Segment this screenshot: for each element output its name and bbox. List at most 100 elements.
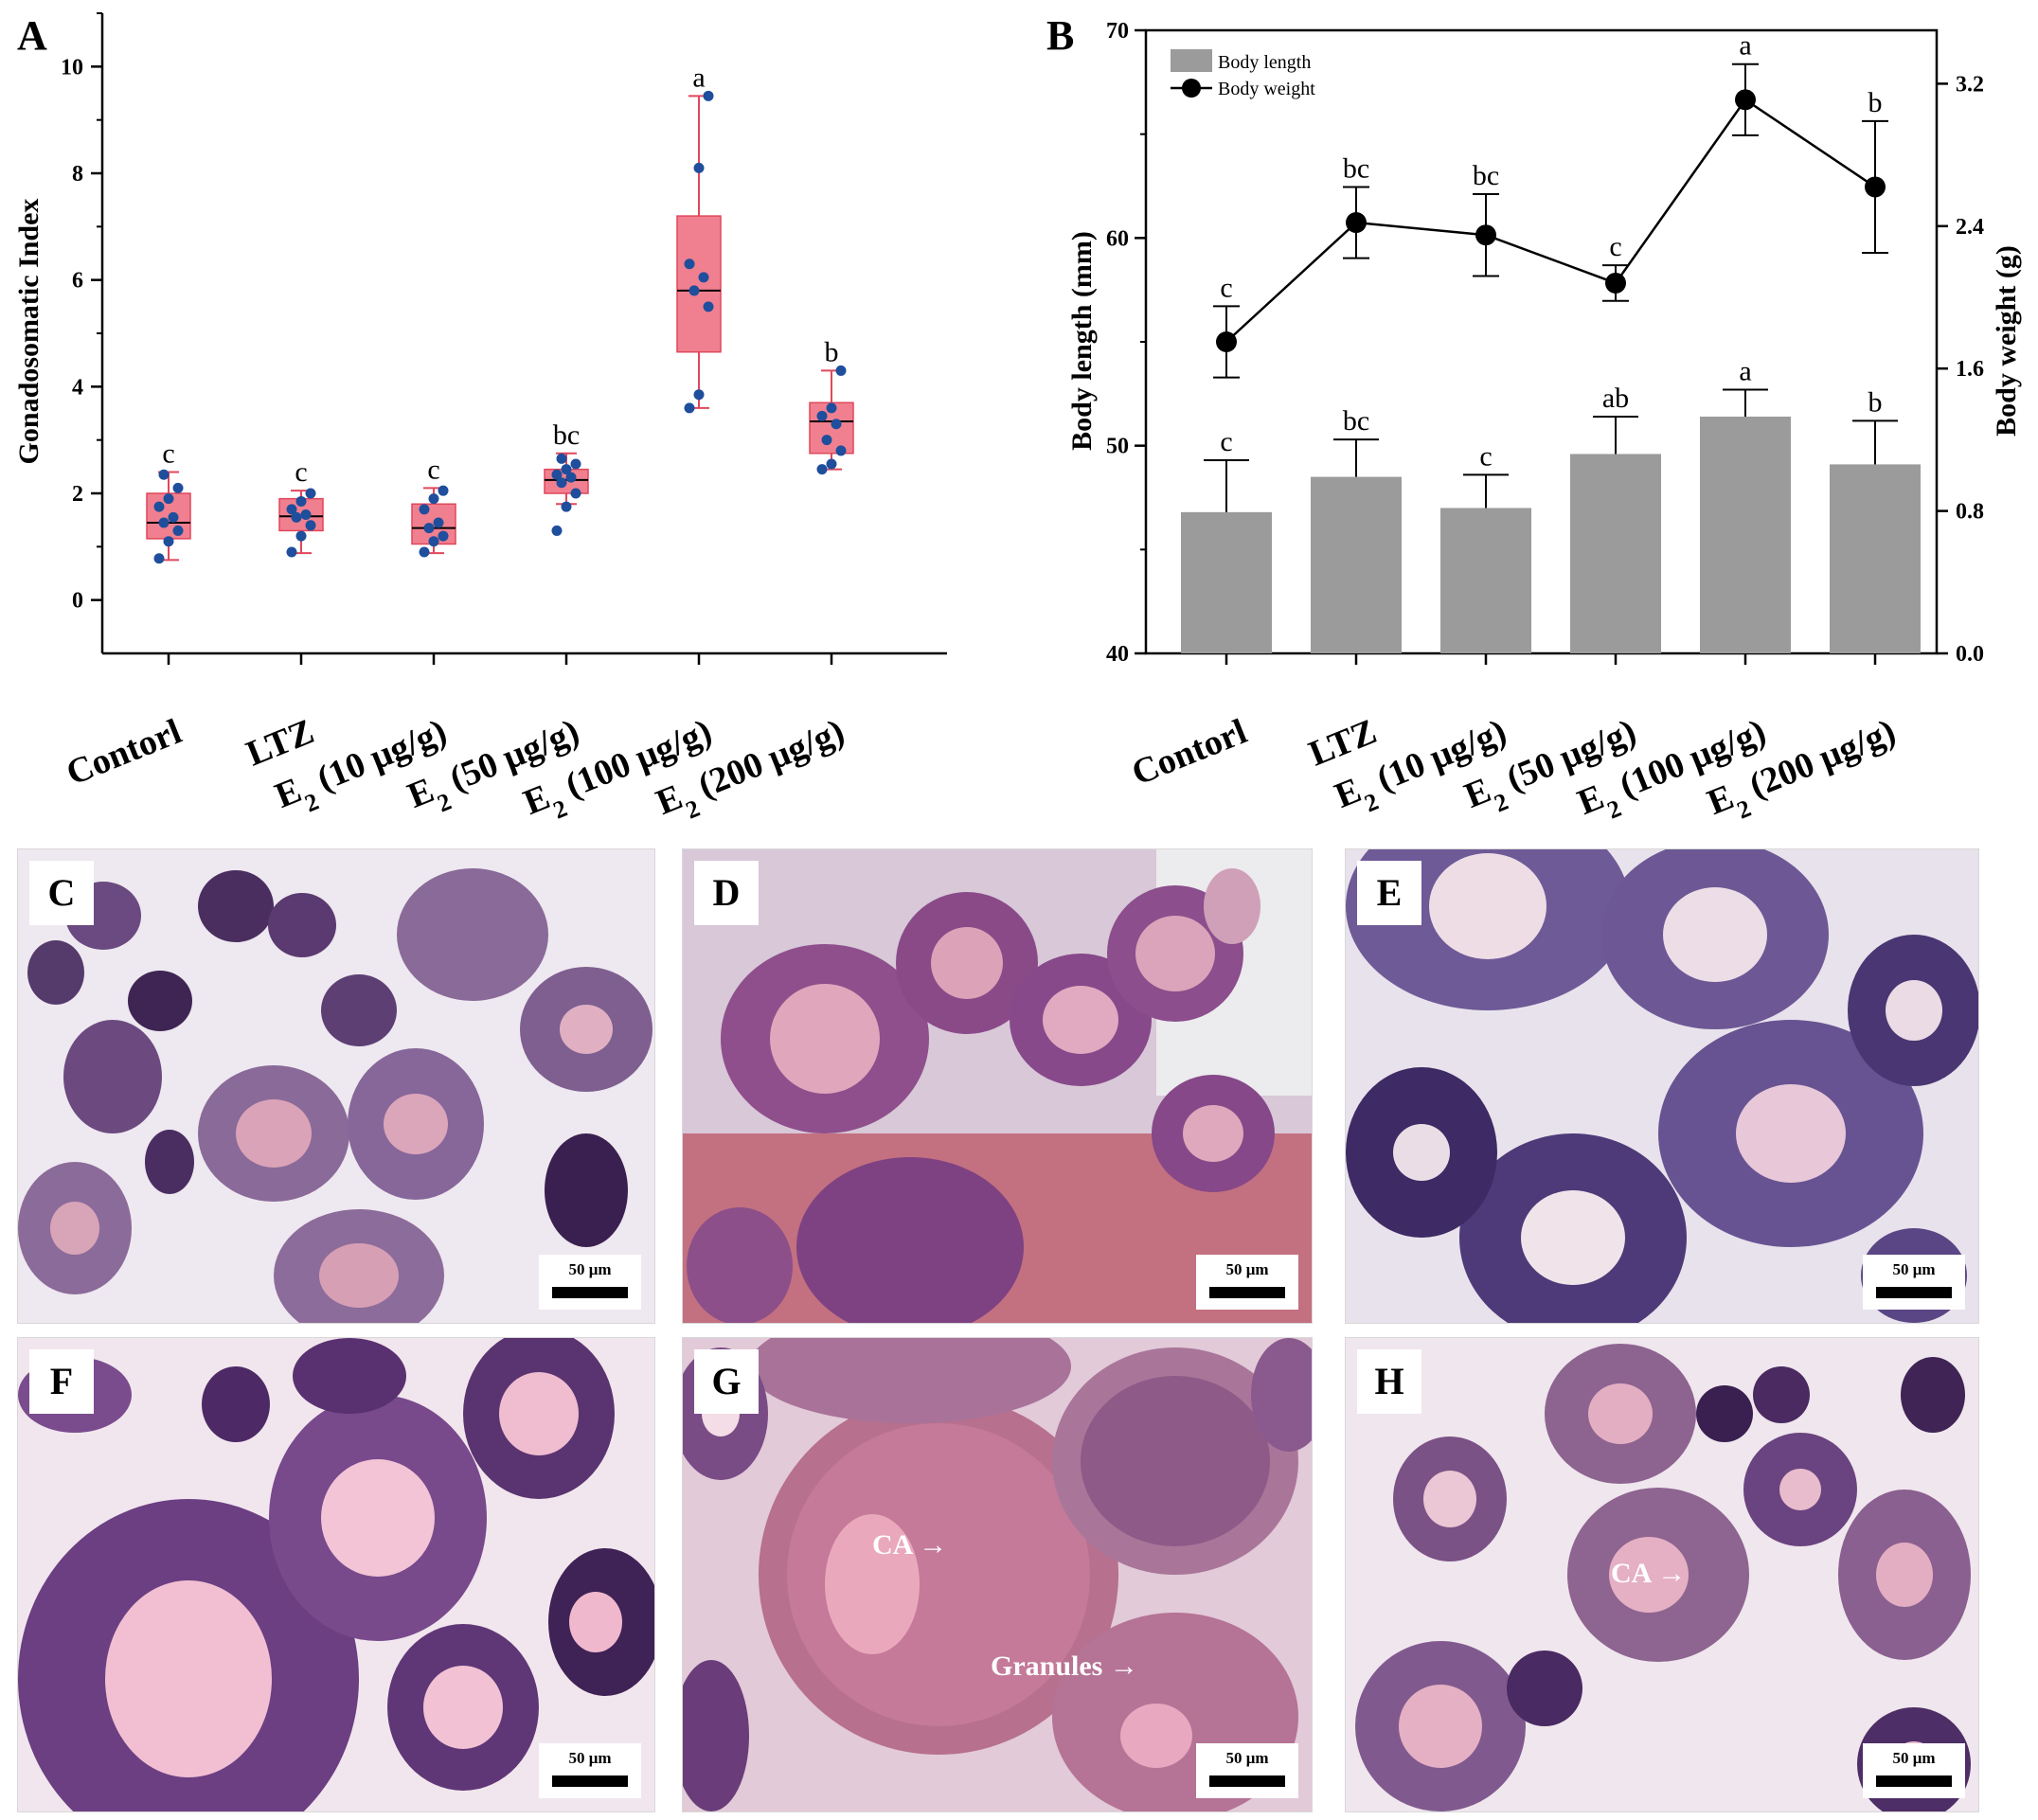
micrograph-g-label: G — [694, 1349, 759, 1414]
micrograph-d-scalebar: 50 μm — [1196, 1255, 1298, 1310]
micrograph-g-scalebar: 50 μm — [1196, 1743, 1298, 1798]
data-point — [831, 419, 842, 430]
bar — [1570, 454, 1661, 653]
significance-letter: c — [295, 456, 307, 488]
chart-a-ytick-label: 4 — [72, 375, 83, 400]
data-point — [438, 485, 449, 496]
data-point — [551, 525, 563, 536]
data-point — [168, 511, 179, 523]
data-point — [688, 285, 700, 296]
significance-letter: c — [427, 454, 439, 485]
data-point — [305, 520, 316, 531]
micrograph-e-scale-bar — [1876, 1287, 1952, 1298]
data-point — [419, 504, 430, 515]
micrograph-f-scale-text: 50 μm — [568, 1749, 612, 1767]
data-point — [835, 445, 847, 456]
chart-a-ytick-label: 10 — [61, 55, 83, 80]
data-point — [561, 501, 572, 512]
weight-marker — [1216, 331, 1237, 352]
micrograph-e: E 50 μm — [1345, 848, 1979, 1324]
data-point — [163, 536, 174, 547]
micrograph-g: G CA → Granules → 50 μm — [682, 1337, 1313, 1812]
micrograph-c-label: C — [29, 861, 94, 925]
chart-a-axes — [100, 13, 947, 655]
chart-a-ytick-label: 8 — [72, 162, 83, 187]
data-point — [565, 472, 577, 483]
data-point — [163, 493, 174, 505]
chart-b-category-label: E2 (200 μg/g) — [1702, 711, 1905, 832]
chart-a-ticks: 0 2 4 6 8 10 — [61, 12, 833, 665]
micrograph-d-label: D — [694, 861, 759, 925]
data-point — [172, 525, 184, 536]
data-point — [821, 435, 832, 446]
data-point — [153, 553, 165, 564]
micrograph-e-scalebar: 50 μm — [1863, 1255, 1965, 1310]
chart-b-category-label: E2 (10 μg/g) — [1330, 711, 1516, 826]
bar-significance-letter: c — [1220, 426, 1232, 457]
data-point — [172, 482, 184, 493]
bar-significance-letter: b — [1868, 386, 1883, 418]
weight-marker — [1735, 89, 1756, 111]
micrograph-h-scale-bar — [1876, 1775, 1952, 1787]
data-point — [438, 530, 449, 542]
data-point — [703, 90, 714, 101]
micrograph-g-scale-bar — [1209, 1775, 1285, 1787]
data-point — [428, 536, 439, 547]
data-point — [693, 162, 705, 173]
data-point — [295, 495, 307, 507]
micrograph-f-image — [18, 1338, 654, 1811]
chart-b-ytick-right-label: 0.8 — [1956, 500, 1984, 525]
chart-a-ytick-label: 6 — [72, 269, 83, 294]
micrograph-f: F 50 μm — [17, 1337, 655, 1812]
data-point — [826, 458, 837, 470]
weight-significance-letter: c — [1220, 272, 1232, 303]
micrograph-d-scale-text: 50 μm — [1225, 1260, 1269, 1278]
significance-letter: b — [825, 336, 839, 367]
chart-b-ytick-right-label: 1.6 — [1956, 357, 1984, 382]
significance-letter: a — [692, 62, 705, 93]
weight-line — [1225, 98, 1876, 343]
panel-label-a: A — [17, 12, 47, 59]
weight-significance-letter: a — [1739, 30, 1751, 62]
chart-b-ytick-right-label: 3.2 — [1956, 72, 1984, 97]
data-point — [286, 546, 297, 558]
bar-significance-letter: ab — [1602, 383, 1629, 414]
data-point — [300, 509, 312, 521]
bar — [1440, 508, 1531, 653]
data-point — [570, 488, 581, 499]
annotation-granules-g: Granules → — [991, 1650, 1138, 1682]
data-point — [684, 259, 695, 270]
data-point — [286, 504, 297, 515]
chart-a: A Gonadosomatic Index 0 2 4 6 8 10 c c c bc a b Co… — [13, 12, 947, 824]
weight-marker — [1865, 176, 1886, 198]
micrograph-f-scalebar: 50 μm — [539, 1743, 641, 1798]
significance-letter: c — [162, 437, 174, 469]
data-point — [693, 389, 705, 401]
micrograph-h-scale-text: 50 μm — [1892, 1749, 1936, 1767]
chart-b-category-label: Contorl — [1126, 711, 1252, 793]
chart-b-line: c bc bc c a b — [1213, 30, 1888, 379]
micrograph-d: D 50 μm — [682, 848, 1313, 1324]
chart-a-boxes: c c c bc a b — [146, 62, 854, 564]
micrograph-g-image — [683, 1338, 1312, 1811]
micrograph-c-scalebar: 50 μm — [539, 1255, 641, 1310]
micrograph-c: C 50 μm — [17, 848, 655, 1324]
data-point — [561, 464, 572, 475]
bar-significance-letter: c — [1479, 440, 1492, 472]
chart-b-ytick-left-label: 40 — [1106, 642, 1129, 667]
data-point — [158, 469, 170, 480]
data-point — [419, 546, 430, 558]
bar-significance-letter: bc — [1343, 405, 1369, 437]
chart-b-category-label: LTZ — [1303, 711, 1382, 774]
data-point — [698, 272, 709, 283]
data-point — [703, 301, 714, 312]
chart-b-ytick-right-label: 2.4 — [1956, 215, 1984, 240]
chart-b-ytick-left-label: 50 — [1106, 435, 1129, 459]
legend-label-body-weight: Body weight — [1218, 79, 1315, 99]
micrograph-f-scale-bar — [552, 1775, 628, 1787]
annotation-ca-h: CA → — [1611, 1558, 1687, 1589]
weight-significance-letter: b — [1868, 87, 1883, 118]
